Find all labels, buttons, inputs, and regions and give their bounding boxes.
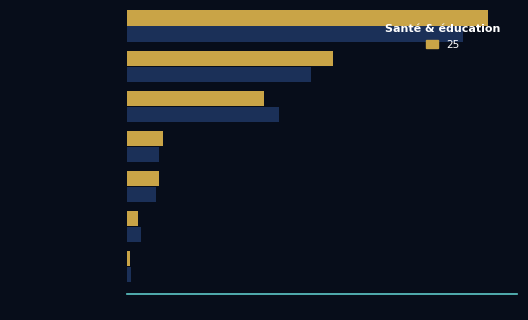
Legend: 25: 25 — [381, 20, 504, 54]
Bar — [127, 91, 264, 106]
Bar — [127, 267, 131, 282]
Bar — [127, 131, 163, 146]
Bar — [127, 251, 129, 266]
Bar — [127, 187, 156, 202]
Bar — [127, 147, 159, 162]
Bar — [127, 211, 138, 226]
Bar — [127, 171, 159, 186]
Bar — [127, 227, 141, 242]
Bar — [127, 107, 279, 122]
Bar — [127, 11, 488, 26]
Bar — [127, 51, 333, 66]
Bar — [127, 67, 311, 82]
Bar — [127, 27, 463, 42]
